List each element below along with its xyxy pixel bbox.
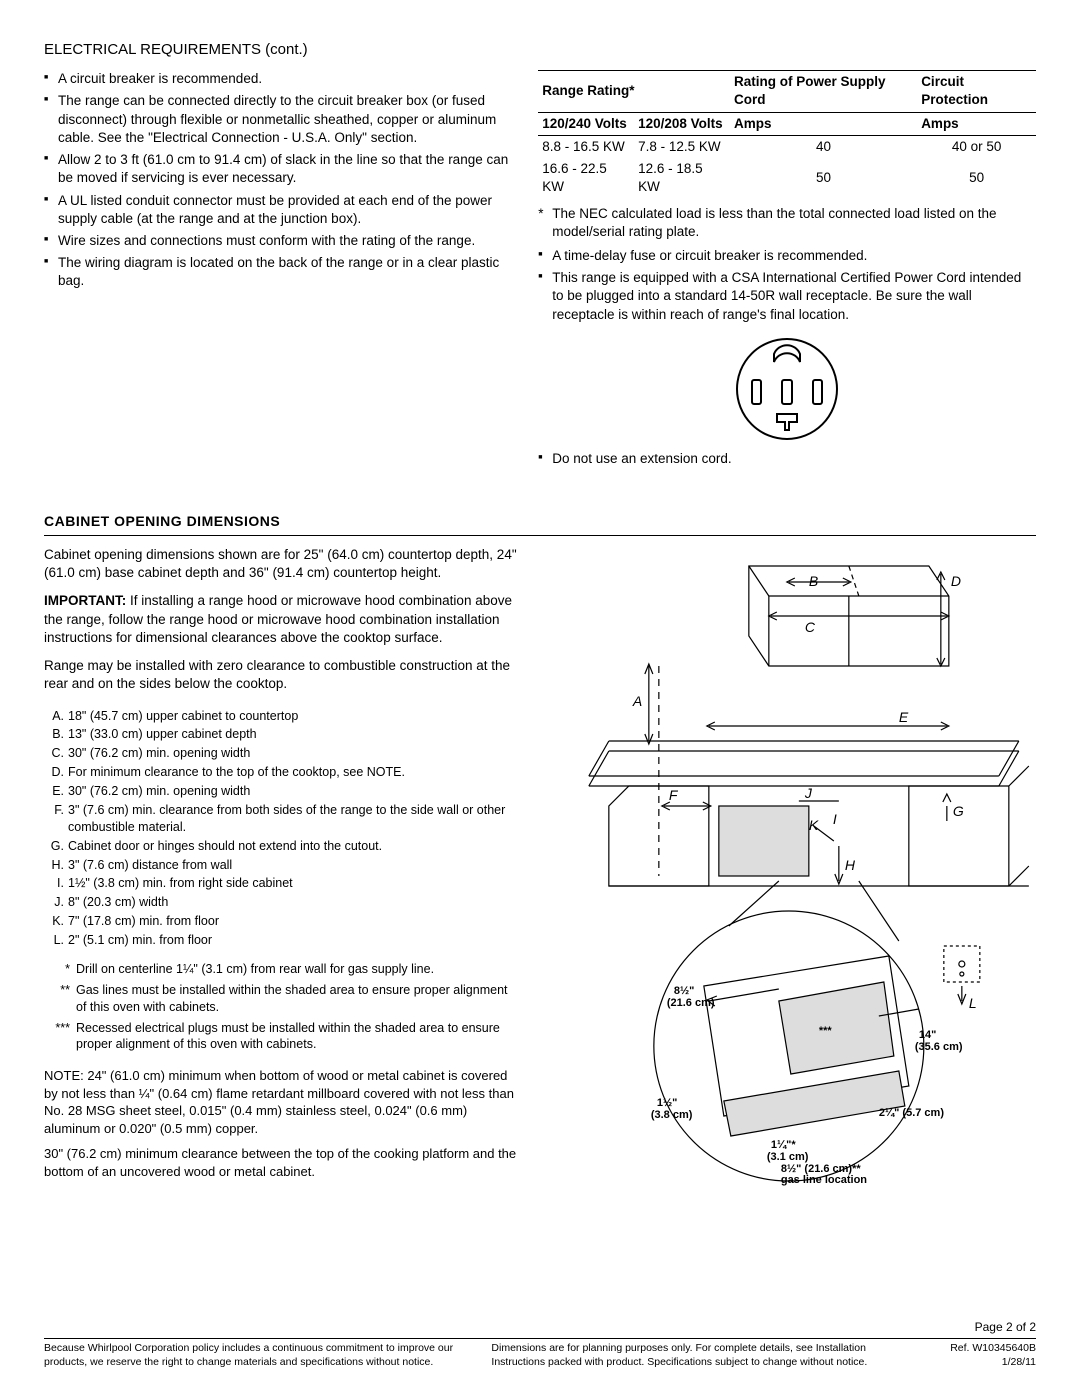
electrical-bullets-left: A circuit breaker is recommended. The ran…	[44, 70, 522, 290]
bullet-item: A time-delay fuse or circuit breaker is …	[538, 247, 1036, 265]
star-note-item: **Gas lines must be installed within the…	[44, 982, 518, 1016]
svg-text:8½": 8½"	[674, 985, 695, 997]
th-amps-2: Amps	[917, 112, 1036, 135]
svg-text:A: A	[632, 693, 642, 709]
th-120-208: 120/208 Volts	[634, 112, 730, 135]
bullet-item: Wire sizes and connections must conform …	[44, 232, 522, 250]
electrical-bullets-right: *The NEC calculated load is less than th…	[538, 205, 1036, 324]
svg-text:H: H	[845, 857, 856, 873]
dimension-item: F.3" (7.6 cm) min. clearance from both s…	[44, 802, 518, 836]
page-number: Page 2 of 2	[44, 1319, 1036, 1338]
svg-text:(21.6 cm): (21.6 cm)	[667, 997, 715, 1009]
footer-ref: Ref. W10345640B	[900, 1341, 1036, 1355]
svg-text:G: G	[953, 803, 964, 819]
footer-left: Because Whirlpool Corporation policy inc…	[44, 1341, 471, 1369]
dimension-item: I.1½" (3.8 cm) min. from right side cabi…	[44, 875, 518, 892]
outlet-diagram	[538, 334, 1036, 444]
note-paragraph: NOTE: 24" (61.0 cm) minimum when bottom …	[44, 1067, 518, 1137]
dimension-item: B.13" (33.0 cm) upper cabinet depth	[44, 726, 518, 743]
table-cell: 50	[730, 158, 917, 198]
svg-text:F: F	[669, 787, 679, 803]
page-footer: Page 2 of 2 Because Whirlpool Corporatio…	[44, 1319, 1036, 1369]
table-cell: 40	[730, 135, 917, 158]
svg-text:J: J	[804, 785, 813, 801]
table-cell: 40 or 50	[917, 135, 1036, 158]
svg-text:1½": 1½"	[657, 1097, 678, 1109]
section-title: ELECTRICAL REQUIREMENTS (cont.)	[44, 40, 1036, 60]
bullet-item: Allow 2 to 3 ft (61.0 cm to 91.4 cm) of …	[44, 151, 522, 187]
svg-text:(3.1 cm): (3.1 cm)	[767, 1151, 809, 1163]
dimension-item: C.30" (76.2 cm) min. opening width	[44, 745, 518, 762]
th-supply-cord: Rating of Power Supply Cord	[730, 71, 917, 112]
important-label: IMPORTANT:	[44, 593, 126, 608]
footer-mid: Dimensions are for planning purposes onl…	[491, 1341, 880, 1369]
svg-text:L: L	[969, 995, 977, 1011]
svg-text:(35.6 cm): (35.6 cm)	[915, 1041, 963, 1053]
dimension-item: J.8" (20.3 cm) width	[44, 894, 518, 911]
table-cell: 7.8 - 12.5 KW	[634, 135, 730, 158]
bullet-no-extension: Do not use an extension cord.	[538, 450, 1036, 468]
dimension-item: G.Cabinet door or hinges should not exte…	[44, 838, 518, 855]
th-circuit-protection: Circuit Protection	[917, 71, 1036, 112]
svg-text:K: K	[809, 817, 819, 833]
svg-text:***: ***	[819, 1025, 833, 1037]
th-range-rating: Range Rating*	[538, 71, 730, 112]
bullet-item: *The NEC calculated load is less than th…	[538, 205, 1036, 241]
dimension-item: L.2" (5.1 cm) min. from floor	[44, 932, 518, 949]
dimension-item: A.18" (45.7 cm) upper cabinet to counter…	[44, 708, 518, 725]
bullet-item: The wiring diagram is located on the bac…	[44, 254, 522, 290]
cabinet-p3: Range may be installed with zero clearan…	[44, 657, 518, 693]
divider	[44, 535, 1036, 536]
svg-text:gas line location: gas line location	[781, 1174, 867, 1186]
star-notes: *Drill on centerline 1¼" (3.1 cm) from r…	[44, 961, 518, 1053]
svg-text:(3.8 cm): (3.8 cm)	[651, 1109, 693, 1121]
cabinet-p2: IMPORTANT: If installing a range hood or…	[44, 592, 518, 647]
svg-text:D: D	[951, 573, 961, 589]
table-cell: 12.6 - 18.5 KW	[634, 158, 730, 198]
cabinet-title: CABINET OPENING DIMENSIONS	[44, 512, 1036, 531]
svg-text:C: C	[805, 619, 816, 635]
dimension-item: H.3" (7.6 cm) distance from wall	[44, 857, 518, 874]
star-note-item: ***Recessed electrical plugs must be ins…	[44, 1020, 518, 1054]
bullet-item: The range can be connected directly to t…	[44, 92, 522, 147]
table-cell: 8.8 - 16.5 KW	[538, 135, 634, 158]
th-120-240: 120/240 Volts	[538, 112, 634, 135]
bullet-item: A circuit breaker is recommended.	[44, 70, 522, 88]
svg-text:I: I	[833, 811, 837, 827]
svg-text:1¼"*: 1¼"*	[771, 1139, 797, 1151]
svg-text:2¼" (5.7 cm): 2¼" (5.7 cm)	[879, 1107, 944, 1119]
star-note-item: *Drill on centerline 1¼" (3.1 cm) from r…	[44, 961, 518, 978]
bullet-item: A UL listed conduit connector must be pr…	[44, 192, 522, 228]
svg-text:E: E	[899, 709, 909, 725]
dimension-item: D.For minimum clearance to the top of th…	[44, 764, 518, 781]
table-cell: 50	[917, 158, 1036, 198]
dimension-item: K.7" (17.8 cm) min. from floor	[44, 913, 518, 930]
cabinet-p1: Cabinet opening dimensions shown are for…	[44, 546, 518, 582]
electrical-bullets-right-2: Do not use an extension cord.	[538, 450, 1036, 468]
note-paragraph-2: 30" (76.2 cm) minimum clearance between …	[44, 1145, 518, 1180]
svg-text:B: B	[809, 573, 818, 589]
cabinet-diagram: A B C D E F G H I J K L	[542, 546, 1036, 1186]
th-amps-1: Amps	[730, 112, 917, 135]
bullet-item: This range is equipped with a CSA Intern…	[538, 269, 1036, 324]
dimension-list: A.18" (45.7 cm) upper cabinet to counter…	[44, 708, 518, 949]
dimension-item: E.30" (76.2 cm) min. opening width	[44, 783, 518, 800]
rating-table: Range Rating* Rating of Power Supply Cor…	[538, 70, 1036, 198]
table-cell: 16.6 - 22.5 KW	[538, 158, 634, 198]
svg-text:14": 14"	[919, 1029, 936, 1041]
footer-date: 1/28/11	[900, 1355, 1036, 1369]
